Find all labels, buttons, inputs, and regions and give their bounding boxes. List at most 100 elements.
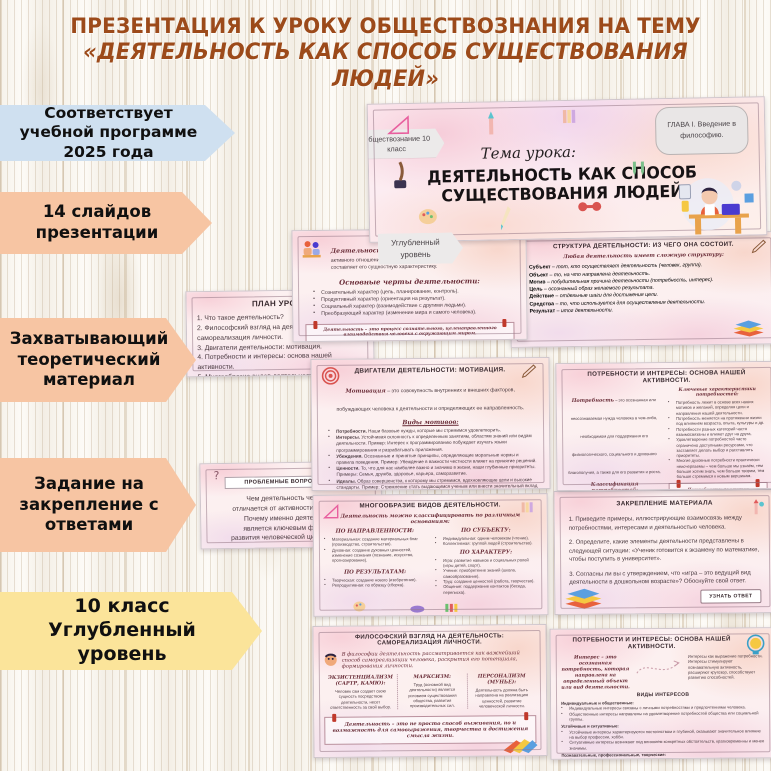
slide-title[interactable]: Обществознание 10 класс ГЛАВА I. Введени… — [366, 96, 768, 243]
list-item: Общение: поддержание контактов (беседа, … — [435, 583, 537, 595]
svg-text:?: ? — [213, 469, 219, 481]
item-text: – побудительная причина деятельности (по… — [545, 276, 714, 286]
types-group4-title: ПО ХАРАКТЕРУ: — [459, 549, 513, 556]
item-text: Образ совершенства, к которому мы стреми… — [336, 476, 538, 491]
item-text: То, что для нас наиболее важно и значимо… — [336, 464, 536, 478]
list-item: Интересы. Устойчивая склонность к опреде… — [328, 433, 537, 453]
page-title-line2: «Деятельность как способ существования л… — [83, 39, 688, 92]
item-term: Результат — [529, 308, 556, 315]
feature-banner-grade-level: 10 класс Углубленный уровень — [0, 592, 262, 670]
list-item: Многие духовные потребности практически … — [668, 457, 767, 479]
structure-heading: СТРУКТУРА ДЕЯТЕЛЬНОСТИ: ИЗ ЧЕГО ОНА СОСТ… — [552, 240, 734, 251]
slide-title-subject-tag: Обществознание 10 класс — [367, 128, 445, 159]
reveal-answer-button[interactable]: УЗНАТЬ ОТВЕТ — [700, 589, 762, 604]
pencil-icon — [488, 111, 495, 135]
list-item: Духовная: создание духовных ценностей, и… — [324, 547, 426, 564]
slide-activity-types[interactable]: МНОГООБРАЗИЕ ВИДОВ ДЕЯТЕЛЬНОСТИ. Деятель… — [312, 493, 549, 617]
item-term: Цель — [529, 286, 543, 293]
types-group2-title: ПО РЕЗУЛЬТАТАМ: — [344, 568, 407, 576]
palette-icon — [353, 601, 366, 612]
slide-activity-structure[interactable]: СТРУКТУРА ДЕЯТЕЛЬНОСТИ: ИЗ ЧЕГО ОНА СОСТ… — [509, 231, 771, 348]
item-term: Потребности. — [336, 428, 367, 434]
feature-banner-task: Задание на закрепление с ответами — [0, 458, 196, 552]
needs-term: Потребность — [571, 397, 614, 404]
motivation-heading: ДВИГАТЕЛИ ДЕЯТЕЛЬНОСТИ: МОТИВАЦИЯ. — [354, 366, 506, 375]
slide-consolidation[interactable]: ЗАКРЕПЛЕНИЕ МАТЕРИАЛА 1. Приведите приме… — [553, 489, 771, 615]
philo-lead: В философии деятельность рассматривается… — [341, 650, 520, 670]
item-term: Действие — [529, 293, 554, 301]
item-term: Интересы. — [336, 434, 361, 441]
feature-banner-theory: Захватывающий теоретический материал — [0, 318, 196, 402]
needs2-lead: Интерес – это осознанная потребность, ко… — [561, 654, 630, 691]
pin-icon — [313, 320, 318, 329]
question-mark-icon: ? — [213, 469, 219, 481]
list-item: Преобразующий характер (изменение мира и… — [313, 309, 514, 318]
pin-icon — [676, 479, 681, 488]
philo-col-text: Деятельность должна быть направлена на р… — [475, 687, 529, 709]
beret-icon — [410, 605, 425, 613]
slide-title-tema-label: Тема урока: — [480, 142, 577, 163]
item-text: Осознанные и принятые принципы, определя… — [336, 451, 537, 465]
item-term: Ценности. — [336, 465, 360, 471]
paintbrush-icon — [501, 206, 511, 231]
philo-col-text: Человек сам создает свою сущность посред… — [330, 688, 392, 710]
pin-icon — [502, 318, 507, 327]
philo-col-text: Труд (основной вид деятельности) являетс… — [407, 681, 457, 709]
slide-title-heading: ДЕЯТЕЛЬНОСТЬ КАК СПОСОБ СУЩЕСТВОВАНИЯ ЛЮ… — [426, 162, 698, 206]
feature-banner-curriculum: Соответствует учебной программе 2025 год… — [0, 105, 235, 161]
list-item: Репродуктивная: по образцу (сборка). — [324, 582, 426, 588]
philo-heading: ФИЛОСОФСКИЙ ВЗГЛЯД НА ДЕЯТЕЛЬНОСТЬ: САМО… — [354, 633, 505, 647]
types-lead: Деятельность можно классифицировать по р… — [340, 512, 521, 526]
needs2-subheading: ВИДЫ ИНТЕРЕСОВ — [636, 691, 690, 699]
list-item: Удовлетворение потребностей часто ограни… — [668, 436, 767, 458]
fix-item: 2. Определите, какие элементы деятельнос… — [568, 538, 760, 563]
books-icon — [733, 320, 764, 337]
motivation-subheading: Виды мотивов: — [402, 418, 459, 427]
philo-col-title: ПЕРСОНАЛИЗМ (МУНЬЕ): — [477, 673, 526, 686]
item-term: Убеждения. — [336, 453, 363, 459]
item-text: – то, что используется для осуществления… — [553, 298, 706, 307]
needs2-side: Интересы как выражение потребности. Инте… — [687, 653, 763, 681]
item-text: – итог деятельности. — [555, 307, 614, 315]
types-group3-title: ПО СУБЪЕКТУ: — [461, 527, 511, 534]
list-item: Учение: приобретение знаний (школа, само… — [435, 568, 537, 579]
pin-icon — [332, 713, 337, 722]
fix-heading: ЗАКРЕПЛЕНИЕ МАТЕРИАЛА — [616, 499, 713, 508]
crayons-icon — [445, 603, 458, 612]
feature-banner-slides-count: 14 слайдов презентации — [0, 192, 212, 254]
item-term: Объект — [529, 271, 549, 279]
item-text: – то, на что направлена деятельность. — [548, 270, 651, 278]
list-item: Игра: развитие навыков и социальных роле… — [435, 557, 537, 568]
pin-icon — [524, 712, 529, 721]
list-item: Познавательные интересы связаны со стрем… — [561, 756, 765, 759]
slide-needs-interests[interactable]: ПОТРЕБНОСТИ И ИНТЕРЕСЫ: ОСНОВА НАШЕЙ АКТ… — [555, 360, 771, 492]
activity-lead-l3: составляет его сущностную характеристику… — [330, 263, 438, 272]
list-item: Идеалы. Образ совершенства, к которому м… — [328, 477, 537, 491]
slide-interests[interactable]: ПОТРЕБНОСТИ И ИНТЕРЕСЫ: ОСНОВА НАШЕЙ АКТ… — [549, 627, 771, 760]
item-term: Средства — [529, 300, 555, 308]
structure-intro: Любая деятельность имеет сложную структу… — [563, 251, 724, 261]
people-icon — [302, 241, 321, 258]
books-stack-icon — [565, 588, 602, 609]
philo-col-title: ЭКЗИСТЕНЦИАЛИЗМ (САРТР, КАМЮ): — [327, 674, 393, 687]
item-text: – отдельные шаги для достижения цели. — [553, 292, 659, 300]
needs-subheading-right: Ключевые характеристики потребностей: — [678, 387, 756, 398]
dotted-arrow-icon — [636, 660, 680, 674]
types-group1-title: ПО НАПРАВЛЕННОСТИ: — [335, 528, 415, 535]
page-title-line1: Презентация к уроку обществознания на те… — [70, 14, 701, 39]
needs-subheading-left: Классификация потребностей: — [590, 481, 639, 492]
slide-philosophy[interactable]: ФИЛОСОФСКИЙ ВЗГЛЯД НА ДЕЯТЕЛЬНОСТЬ: САМО… — [312, 623, 548, 759]
list-item: Ситуативные интересы возникают под влиян… — [561, 738, 765, 750]
pin-icon — [755, 478, 760, 487]
page-title: Презентация к уроку обществознания на те… — [0, 14, 771, 92]
slide-motivation[interactable]: ДВИГАТЕЛИ ДЕЯТЕЛЬНОСТИ: МОТИВАЦИЯ. Мотив… — [310, 356, 551, 492]
item-term: Идеалы. — [336, 478, 356, 484]
item-text: – тот, кто осуществляет деятельность (че… — [550, 262, 703, 271]
needs-lead: – это осознанная или неосознаваемая нужд… — [568, 397, 661, 476]
activity-subheading: Основные черты деятельности: — [339, 275, 480, 287]
palette-icon — [418, 209, 437, 225]
list-item: Потребность лежит в основе всех наших мо… — [668, 399, 767, 416]
list-item: Материальная: создание материальных благ… — [324, 536, 426, 547]
needs-heading: ПОТРЕБНОСТИ И ИНТЕРЕСЫ: ОСНОВА НАШЕЙ АКТ… — [587, 369, 746, 385]
slide-title-chapter-badge: ГЛАВА I. Введение в философию. — [654, 105, 749, 156]
